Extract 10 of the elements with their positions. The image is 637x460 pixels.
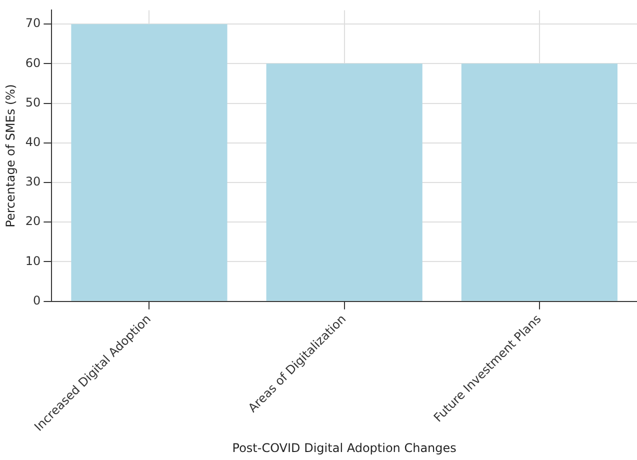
y-tick-label: 10 [25,254,41,268]
x-axis-title: Post-COVID Digital Adoption Changes [232,440,456,455]
y-tick-label: 40 [25,135,41,150]
y-tick-label: 50 [25,95,41,110]
y-axis-title: Percentage of SMEs (%) [3,84,18,228]
y-tick-label: 20 [25,214,41,228]
y-tick-label: 0 [33,293,41,308]
y-tick-label: 60 [25,56,41,70]
y-tick-label: 70 [25,16,41,30]
y-tick-label: 30 [25,174,41,189]
